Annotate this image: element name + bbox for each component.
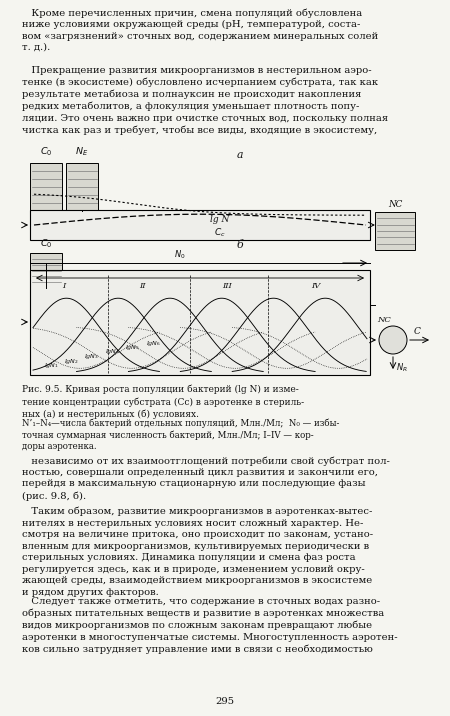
Text: lg$N_5$: lg$N_5$ — [125, 343, 140, 352]
Text: $C_0$: $C_0$ — [40, 238, 52, 250]
Text: III: III — [222, 282, 232, 290]
Text: Рис. 9.5. Кривая роста популяции бактерий (lg N) и изме-
тение концентрации субс: Рис. 9.5. Кривая роста популяции бактери… — [22, 385, 304, 419]
Text: 295: 295 — [216, 697, 234, 706]
Circle shape — [379, 326, 407, 354]
Bar — [30, 270, 370, 375]
Bar — [30, 253, 62, 288]
Bar — [66, 163, 98, 211]
Text: Прекращение развития микроорганизмов в нестерильном аэро-
тенке (в экосистеме) о: Прекращение развития микроорганизмов в н… — [22, 66, 388, 135]
Text: II: II — [139, 282, 145, 290]
Text: $N_0$: $N_0$ — [174, 248, 186, 261]
Text: $N_R$: $N_R$ — [396, 362, 408, 374]
Text: lg$N_4$: lg$N_4$ — [105, 347, 120, 357]
Text: IV: IV — [311, 282, 320, 290]
Text: lg$N_6$: lg$N_6$ — [146, 339, 161, 347]
Text: lg N: lg N — [210, 216, 230, 225]
Text: независимо от их взаимоотглощений потребили свой субстрат пол-
ностью, совершали: независимо от их взаимоотглощений потреб… — [22, 456, 390, 500]
Text: $C_c$: $C_c$ — [214, 227, 226, 239]
Text: $C_0$: $C_0$ — [40, 145, 52, 158]
Text: I: I — [63, 282, 66, 290]
Text: Следует также отметить, что содержание в сточных водах разно-
образных питательн: Следует также отметить, что содержание в… — [22, 597, 398, 654]
Text: б: б — [237, 240, 243, 250]
Text: Таким образом, развитие микроорганизмов в аэротенках-вытес-
нителях в нестерильн: Таким образом, развитие микроорганизмов … — [22, 507, 373, 596]
Text: а: а — [237, 150, 243, 160]
Text: Кроме перечисленных причин, смена популяций обусловлена
ниже условиями окружающе: Кроме перечисленных причин, смена популя… — [22, 8, 378, 52]
Text: NC: NC — [388, 200, 402, 209]
Text: $N_E$: $N_E$ — [75, 145, 89, 158]
Text: N’₁–N₄—числа бактерий отдельных популяций, Млн./Мл;  N₀ — избы-
точная суммарная: N’₁–N₄—числа бактерий отдельных популяци… — [22, 418, 339, 451]
Text: C: C — [414, 327, 420, 336]
Bar — [30, 210, 370, 240]
Bar — [30, 163, 62, 211]
Text: lg$N_1$: lg$N_1$ — [44, 361, 58, 370]
Text: NC: NC — [377, 316, 391, 324]
Text: lg$N_3$: lg$N_3$ — [85, 352, 99, 361]
Text: lg$N_2$: lg$N_2$ — [64, 357, 79, 365]
Bar — [375, 212, 415, 250]
